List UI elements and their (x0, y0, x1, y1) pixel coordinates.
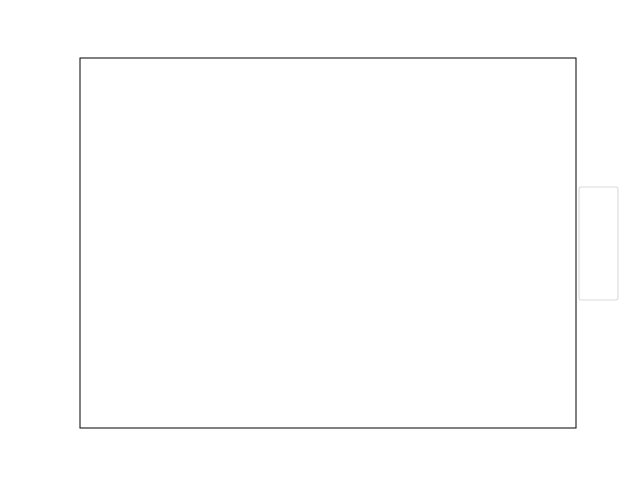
legend-frame (578, 186, 619, 301)
plot-area-frame (79, 57, 577, 429)
legend (578, 186, 619, 301)
